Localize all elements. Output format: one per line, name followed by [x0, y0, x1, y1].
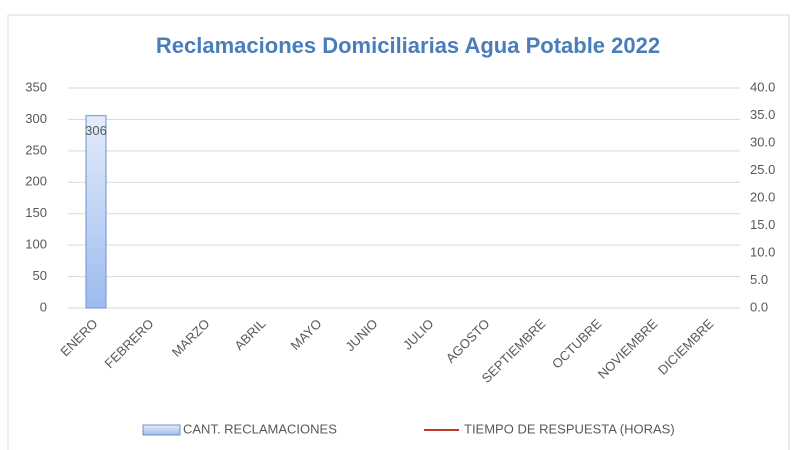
- legend-swatch: [142, 424, 181, 436]
- y-tick-label: 350: [25, 79, 47, 94]
- y2-tick-label: 0.0: [750, 299, 768, 314]
- bar: [85, 115, 107, 309]
- data-label: 306: [85, 123, 107, 138]
- y-tick-label: 100: [25, 237, 47, 252]
- y-tick-label: 250: [25, 142, 47, 157]
- y2-tick-label: 40.0: [750, 79, 775, 94]
- y-tick-label: 0: [40, 299, 47, 314]
- y2-tick-label: 35.0: [750, 107, 775, 122]
- y2-tick-label: 30.0: [750, 134, 775, 149]
- y-tick-label: 300: [25, 111, 47, 126]
- y2-tick-label: 25.0: [750, 162, 775, 177]
- chart-title: Reclamaciones Domiciliarias Agua Potable…: [156, 33, 660, 58]
- y2-tick-label: 15.0: [750, 217, 775, 232]
- legend-label: TIEMPO DE RESPUESTA (HORAS): [464, 421, 675, 436]
- y-tick-label: 200: [25, 174, 47, 189]
- chart-frame: [7, 14, 790, 450]
- y-tick-label: 50: [33, 268, 47, 283]
- y-tick-label: 150: [25, 205, 47, 220]
- y2-tick-label: 20.0: [750, 189, 775, 204]
- legend-label: CANT. RECLAMACIONES: [183, 421, 337, 436]
- y2-tick-label: 10.0: [750, 244, 775, 259]
- y2-tick-label: 5.0: [750, 272, 768, 287]
